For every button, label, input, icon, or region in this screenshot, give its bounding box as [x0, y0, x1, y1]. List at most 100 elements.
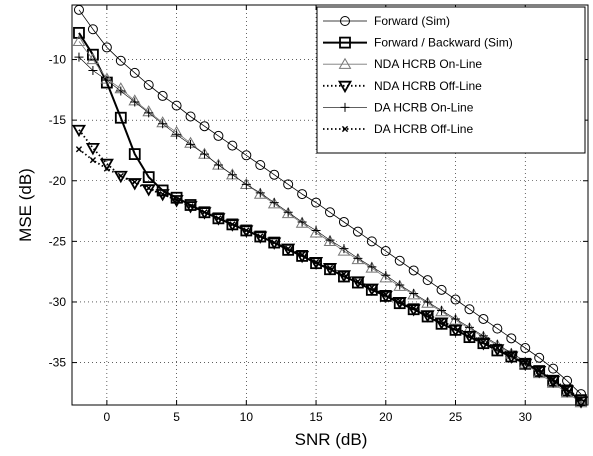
- data-point: [171, 100, 182, 111]
- data-point: [73, 26, 85, 39]
- data-point: [227, 140, 238, 151]
- data-point: [367, 262, 377, 272]
- x-tick-label: 5: [173, 410, 180, 424]
- data-point: [257, 233, 264, 240]
- data-point: [326, 264, 334, 272]
- data-point: [88, 65, 98, 75]
- x-tick-label: 20: [379, 410, 393, 424]
- data-point: [464, 322, 474, 332]
- data-point: [213, 160, 223, 170]
- data-point: [199, 121, 210, 132]
- data-point: [410, 304, 417, 312]
- data-point: [576, 395, 586, 405]
- data-point: [407, 288, 421, 300]
- data-point: [451, 314, 461, 324]
- data-point: [75, 146, 83, 153]
- data-point: [311, 225, 321, 235]
- legend-marker: [338, 57, 352, 69]
- data-point: [271, 239, 278, 246]
- data-point: [506, 333, 517, 344]
- data-point: [437, 305, 447, 315]
- data-point: [368, 284, 375, 291]
- data-point: [464, 304, 475, 315]
- data-point: [116, 86, 126, 96]
- data-point: [186, 139, 196, 149]
- data-point: [339, 244, 349, 254]
- y-tick-label: -25: [49, 234, 67, 248]
- x-tick-label: 0: [104, 410, 111, 424]
- data-point: [448, 324, 463, 338]
- data-point: [311, 197, 322, 208]
- data-point: [155, 189, 170, 202]
- data-point: [536, 366, 543, 373]
- data-point: [550, 376, 557, 383]
- data-point: [285, 245, 292, 252]
- legend-label: DA HCRB Off-Line: [374, 122, 473, 136]
- y-axis-label: MSE (dB): [16, 168, 35, 242]
- data-point: [199, 149, 209, 159]
- axis-ticks: 0 5 10 15 20 25 30 -10 -15 -20 -25 -30 -35: [49, 5, 588, 424]
- legend-label: Forward / Backward (Sim): [374, 36, 513, 50]
- y-tick-label: -10: [49, 53, 67, 67]
- data-point: [534, 352, 545, 363]
- data-point: [480, 338, 487, 346]
- data-point: [325, 207, 335, 218]
- data-point: [211, 213, 226, 226]
- data-point: [366, 236, 377, 247]
- series-1: [73, 4, 587, 400]
- series-line: [78, 9, 582, 395]
- data-point: [297, 217, 307, 227]
- data-point: [225, 219, 240, 232]
- data-point: [422, 275, 433, 286]
- data-point: [255, 188, 265, 198]
- data-point: [269, 169, 280, 180]
- data-point: [522, 359, 529, 366]
- x-tick-label: 10: [240, 410, 254, 424]
- data-point: [494, 344, 501, 352]
- data-point: [438, 318, 445, 325]
- data-point: [101, 42, 112, 53]
- data-point: [201, 209, 208, 216]
- data-point: [353, 253, 363, 263]
- data-point: [72, 34, 86, 46]
- y-tick-label: -35: [49, 356, 67, 370]
- data-point: [103, 165, 110, 172]
- data-point: [466, 331, 473, 338]
- y-tick-label: -30: [49, 295, 67, 309]
- data-point: [215, 215, 222, 222]
- series-layer: [71, 4, 589, 409]
- data-point: [452, 324, 459, 331]
- data-point: [395, 280, 405, 290]
- data-point: [159, 190, 166, 198]
- data-point: [563, 386, 571, 393]
- data-point: [172, 130, 182, 140]
- data-point: [299, 251, 306, 258]
- legend: Forward (Sim) Forward / Backward (Sim) NDA…: [316, 6, 586, 154]
- data-point: [312, 258, 320, 266]
- data-point: [130, 97, 140, 107]
- data-point: [354, 278, 361, 285]
- data-point: [115, 55, 126, 66]
- data-point: [548, 363, 559, 374]
- data-point: [394, 255, 405, 266]
- data-point: [450, 294, 461, 305]
- data-point: [309, 256, 324, 270]
- data-point: [173, 197, 180, 204]
- data-point: [117, 172, 124, 180]
- data-point: [129, 67, 140, 78]
- data-point: [281, 206, 295, 219]
- data-point: [380, 246, 391, 257]
- data-point: [89, 157, 97, 164]
- data-point: [408, 265, 419, 276]
- data-point: [393, 279, 407, 291]
- data-point: [520, 343, 531, 354]
- data-point: [421, 296, 434, 308]
- data-point: [241, 179, 251, 189]
- data-point: [297, 189, 308, 200]
- data-point: [281, 243, 296, 256]
- data-point: [449, 313, 462, 325]
- data-point: [227, 170, 237, 180]
- data-point: [157, 90, 168, 101]
- data-point: [128, 148, 141, 160]
